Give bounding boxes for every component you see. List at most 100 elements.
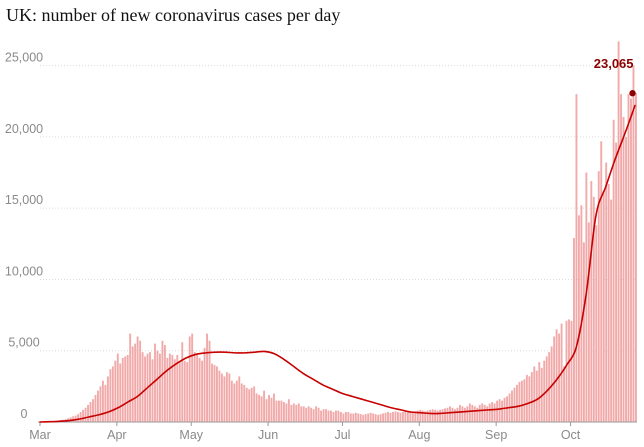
bar-day-238 [630,98,632,423]
bar-day-64 [198,357,201,422]
axes [38,421,637,426]
bar-day-164 [446,407,449,422]
bar-day-47 [156,350,159,422]
bar-day-184 [496,400,499,422]
bar-day-61 [191,333,194,422]
y-tick-label: 15,000 [5,193,43,207]
bar-day-172 [466,406,469,422]
bar-day-221 [587,222,590,422]
bar-day-107 [305,407,308,422]
bar-day-129 [359,414,362,422]
bar-day-36 [129,333,132,422]
bar-day-54 [173,359,176,422]
bar-day-183 [493,403,496,422]
axis-labels: 0 5,000 10,000 15,000 20,000 25,000 Mar Apr May J… [5,51,581,442]
bar-day-230 [610,199,613,422]
bar-day-41 [141,352,144,422]
bar-day-81 [240,383,243,422]
bar-day-78 [233,383,236,422]
bar-day-145 [399,412,402,422]
bar-day-232 [615,142,618,423]
bar-day-134 [372,413,375,422]
bar-day-216 [575,94,578,423]
bar-day-175 [473,406,476,422]
bar-day-195 [523,379,526,422]
bar-day-74 [223,376,226,422]
bar-day-35 [126,355,129,422]
bar-day-140 [387,412,389,422]
bar-day-157 [429,409,432,422]
bar-day-94 [273,393,275,422]
bar-day-193 [518,382,521,422]
bar-day-204 [545,356,548,422]
bar-day-199 [533,366,536,422]
bar-day-68 [208,340,211,422]
bar-day-146 [401,412,404,422]
bar-day-239 [632,65,635,422]
bar-day-62 [193,352,196,422]
chart-title: UK: number of new coronavirus cases per … [6,5,341,25]
bar-day-73 [220,373,223,422]
bar-day-23 [97,390,99,422]
bar-day-162 [441,409,444,422]
bar-day-211 [563,366,565,422]
bar-day-150 [411,412,414,422]
bar-day-26 [104,384,107,422]
bar-day-188 [506,396,508,422]
bar-day-92 [268,394,270,422]
bar-day-170 [461,406,464,422]
bar-day-159 [434,409,437,422]
latest-value-label: 23,065 [594,56,634,71]
bar-day-53 [171,355,174,422]
bar-day-178 [481,403,484,422]
bar-day-34 [124,356,127,422]
bar-day-45 [151,359,154,422]
x-tick-label: Sep [485,428,507,442]
bar-day-120 [337,410,340,422]
bar-day-60 [188,336,191,422]
bar-day-122 [342,413,345,422]
bar-day-182 [491,402,494,422]
bar-day-77 [230,380,233,422]
bar-day-29 [111,366,114,422]
bar-day-115 [325,409,327,422]
bar-day-138 [382,413,385,422]
bar-day-196 [525,374,528,422]
bar-day-13 [72,416,75,422]
bar-day-91 [265,399,268,422]
bar-day-88 [258,394,261,422]
bar-day-80 [238,376,241,422]
bar-day-17 [82,409,85,422]
bar-day-222 [590,181,593,422]
bar-day-165 [449,406,451,422]
bar-day-93 [270,397,273,422]
latest-value-callout: 23,065 [594,56,636,97]
bar-day-22 [94,394,97,422]
bar-day-173 [468,403,471,422]
bar-day-79 [235,380,238,422]
bar-day-206 [550,346,553,422]
bar-day-97 [280,400,283,422]
bar-day-155 [424,411,427,422]
bar-day-126 [352,413,355,422]
bar-day-226 [600,141,603,422]
bar-day-144 [397,412,399,422]
bar-day-101 [290,404,293,422]
bar-day-191 [513,387,516,422]
x-tick-label: Jun [258,428,278,442]
bar-day-58 [183,360,186,422]
bar-day-57 [181,342,184,422]
bar-day-141 [389,412,392,422]
bar-day-223 [592,196,595,422]
bar-day-96 [278,400,280,422]
bar-day-231 [612,119,615,423]
bar-day-224 [595,225,598,422]
bar-day-31 [116,353,119,422]
bar-day-209 [558,333,561,422]
bar-day-52 [168,353,171,422]
bar-day-190 [511,390,513,422]
bar-day-70 [213,364,216,422]
bar-day-217 [577,215,580,422]
bar-day-19 [87,404,89,422]
